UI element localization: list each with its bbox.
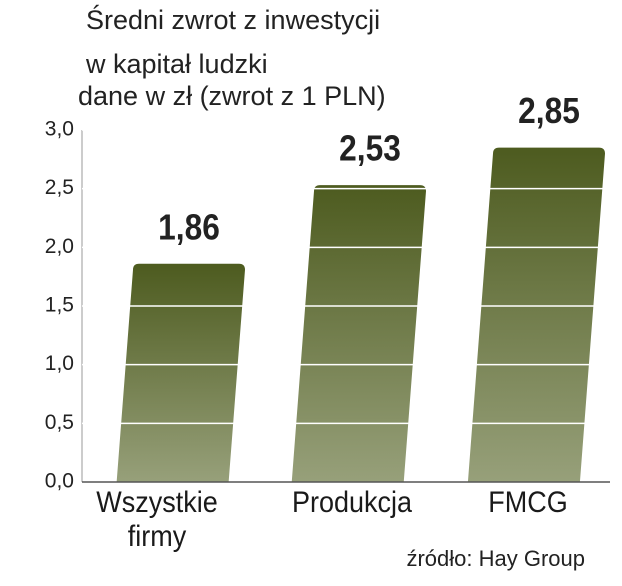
source: źródło: Hay Group	[406, 546, 585, 571]
bar	[467, 147, 605, 482]
y-tick-label: 2,5	[45, 176, 74, 199]
y-tick-label: 2,0	[45, 235, 74, 258]
chart-subtitle: dane w zł (zwrot z 1 PLN)	[78, 81, 386, 111]
chart-title: Średni zwrot z inwestycji	[86, 3, 380, 35]
bar	[116, 263, 245, 482]
y-tick-label: 1,0	[45, 352, 74, 375]
value-label: 2,85	[518, 91, 580, 131]
y-tick-label: 3,0	[45, 118, 74, 141]
value-label: 2,53	[339, 129, 401, 169]
bar	[291, 185, 426, 482]
chart-title-line: w kapitał ludzki	[85, 49, 268, 79]
y-tick-label: 0,5	[45, 411, 74, 434]
y-tick-label: 0,0	[45, 470, 74, 493]
y-tick-label: 1,5	[45, 294, 74, 317]
x-tick-label: Produkcja	[291, 486, 412, 519]
x-tick-label: Wszystkie firmy	[95, 486, 218, 553]
value-label: 1,86	[158, 207, 220, 247]
x-tick-label: FMCG	[488, 486, 568, 519]
